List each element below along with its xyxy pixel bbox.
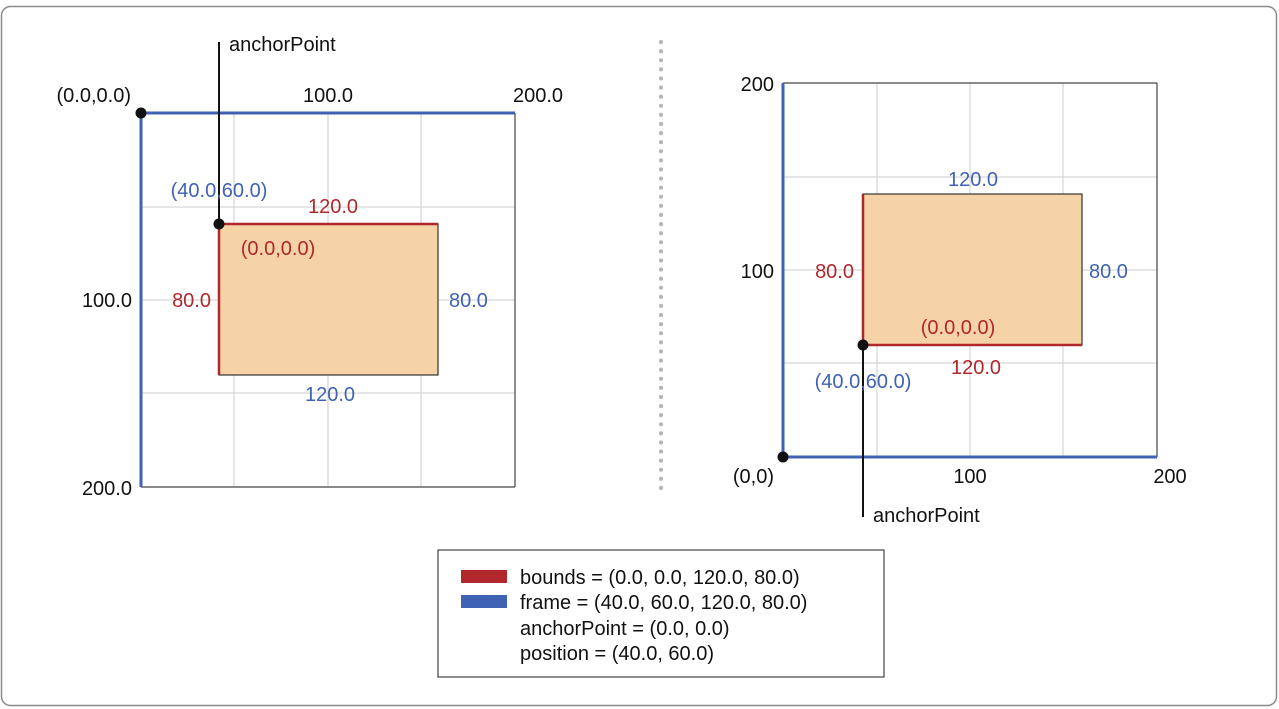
figure-border (0, 5, 1278, 707)
right-x-tick-100: 100 (953, 466, 986, 488)
right-y-tick-100: 100 (741, 261, 774, 283)
legend: bounds = (0.0, 0.0, 120.0, 80.0) frame =… (437, 549, 885, 678)
right-bounds-height-label: 80.0 (815, 261, 854, 283)
right-y-tick-200: 200 (741, 74, 774, 96)
right-anchor-dot (857, 339, 869, 351)
right-bounds-width-label: 120.0 (951, 357, 1001, 379)
left-x-tick-200: 200.0 (513, 85, 563, 107)
right-bounds-origin-label: (0.0,0.0) (921, 317, 995, 339)
right-diagram: 200 100 (0,0) 100 200 120.0 80.0 80.0 (0… (733, 74, 1187, 527)
left-origin-dot (135, 107, 147, 119)
right-x-tick-200: 200 (1153, 466, 1186, 488)
legend-position-text: position = (40.0, 60.0) (520, 643, 714, 665)
left-diagram: anchorPoint (0.0,0.0) 100.0 200.0 100.0 … (57, 34, 564, 500)
legend-bounds-swatch (461, 570, 507, 583)
left-y-tick-200: 200.0 (82, 478, 132, 500)
left-frame-width-label: 120.0 (305, 384, 355, 406)
legend-frame-text: frame = (40.0, 60.0, 120.0, 80.0) (520, 592, 807, 614)
right-frame-width-label: 120.0 (948, 169, 998, 191)
left-layer-rect (218, 223, 439, 376)
right-origin-label: (0,0) (733, 466, 774, 488)
left-origin-label: (0.0,0.0) (57, 85, 131, 107)
legend-anchor-text: anchorPoint = (0.0, 0.0) (520, 618, 730, 640)
left-anchor-dot (213, 218, 225, 230)
legend-frame-swatch (461, 595, 507, 608)
right-layer-rect (862, 193, 1083, 346)
right-origin-dot (777, 451, 789, 463)
right-frame-origin-label: (40.0,60.0) (815, 371, 912, 393)
left-bounds-origin-label: (0.0,0.0) (241, 238, 315, 260)
right-anchor-label: anchorPoint (873, 505, 980, 527)
left-x-tick-100: 100.0 (303, 85, 353, 107)
right-frame-height-label: 80.0 (1089, 261, 1128, 283)
left-bounds-height-label: 80.0 (172, 290, 211, 312)
left-frame-height-label: 80.0 (449, 290, 488, 312)
left-y-tick-100: 100.0 (82, 290, 132, 312)
left-bounds-width-label: 120.0 (308, 196, 358, 218)
legend-box (437, 549, 885, 678)
legend-bounds-text: bounds = (0.0, 0.0, 120.0, 80.0) (520, 567, 800, 589)
left-anchor-label: anchorPoint (229, 34, 336, 56)
left-frame-origin-label: (40.0,60.0) (171, 180, 268, 202)
